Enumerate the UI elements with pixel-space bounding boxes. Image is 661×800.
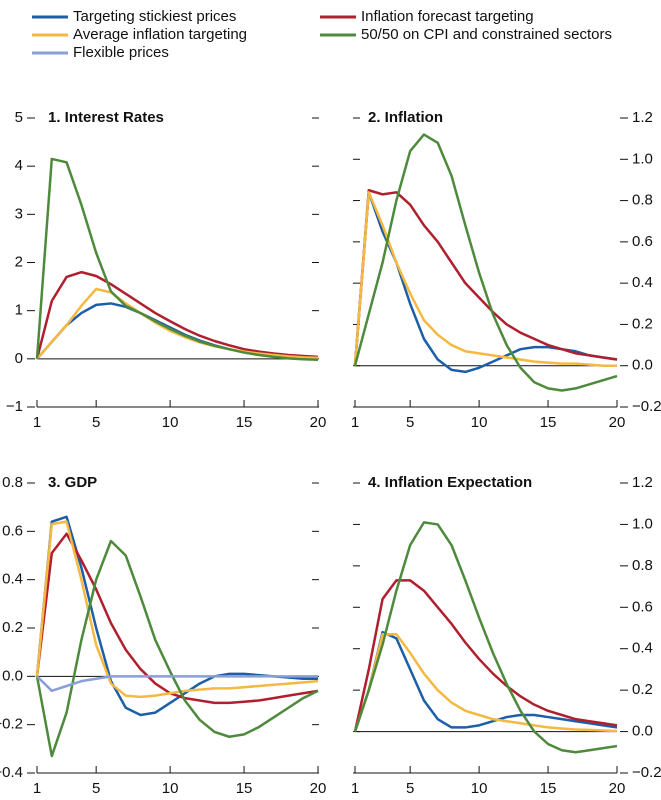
x-tick-label: 15 [236, 414, 253, 431]
legend-label: Average inflation targeting [73, 26, 247, 43]
x-tick-label: 15 [540, 414, 557, 431]
series-line [35, 532, 319, 705]
y-tick-label: 0.8 [632, 192, 653, 209]
series-line [35, 157, 319, 362]
y-tick-label: 4 [15, 157, 23, 174]
series-line [35, 270, 319, 360]
y-tick-label: 5 [15, 109, 23, 126]
y-tick-label: 0.2 [632, 315, 653, 332]
series-line [353, 521, 618, 754]
y-tick-label: 0.0 [632, 723, 653, 740]
x-tick-label: 5 [92, 780, 100, 797]
y-tick-label: 0.0 [2, 667, 23, 684]
y-tick-label: 0.2 [632, 681, 653, 698]
x-tick-label: 10 [471, 414, 488, 431]
y-tick-label: −1 [6, 398, 23, 415]
x-tick-label: 1 [33, 414, 41, 431]
y-tick-label: 1.2 [632, 109, 653, 126]
x-tick-label: 20 [310, 780, 327, 797]
series-line [353, 630, 618, 732]
y-tick-label: 2 [15, 253, 23, 270]
series-line [353, 189, 618, 366]
y-tick-label: 3 [15, 205, 23, 222]
y-tick-label: 0.6 [2, 522, 23, 539]
series-line [36, 675, 318, 693]
y-tick-label: 0.6 [632, 598, 653, 615]
x-tick-label: 10 [471, 780, 488, 797]
panel-title: 3. GDP [48, 474, 97, 491]
x-tick-label: 1 [33, 780, 41, 797]
y-tick-label: −0.2 [632, 398, 661, 415]
y-tick-label: −0.2 [632, 764, 661, 781]
y-tick-label: 1 [15, 302, 23, 319]
x-tick-label: 15 [236, 780, 253, 797]
y-tick-label: 0 [15, 350, 23, 367]
y-tick-label: 0.6 [632, 233, 653, 250]
y-tick-label: 0.0 [632, 357, 653, 374]
panel-title: 2. Inflation [368, 109, 443, 126]
x-tick-label: 1 [351, 780, 359, 797]
x-tick-label: 5 [406, 780, 414, 797]
x-tick-label: 5 [92, 414, 100, 431]
series-line [353, 632, 618, 733]
legend-label: Flexible prices [73, 44, 169, 61]
y-tick-label: −0.4 [0, 764, 23, 781]
x-tick-label: 10 [162, 414, 179, 431]
series-line [353, 191, 618, 374]
x-tick-label: 15 [540, 780, 557, 797]
x-tick-label: 5 [406, 414, 414, 431]
y-tick-label: 1.0 [632, 150, 653, 167]
series-line [353, 191, 617, 367]
series-line [35, 520, 319, 699]
y-tick-label: 0.4 [632, 640, 653, 657]
series-line [36, 287, 319, 360]
panel-title: 1. Interest Rates [48, 109, 164, 126]
x-tick-label: 1 [351, 414, 359, 431]
panel-title: 4. Inflation Expectation [368, 474, 532, 491]
y-tick-label: 0.4 [632, 274, 653, 291]
y-tick-label: 1.0 [632, 515, 653, 532]
y-tick-label: 0.4 [2, 571, 23, 588]
legend-label: 50/50 on CPI and constrained sectors [361, 26, 612, 43]
series-line [35, 539, 319, 758]
series-line [353, 133, 618, 392]
x-tick-label: 20 [609, 780, 626, 797]
y-tick-label: −0.2 [0, 716, 23, 733]
x-tick-label: 20 [310, 414, 327, 431]
legend-label: Targeting stickiest prices [73, 8, 236, 25]
legend-label: Inflation forecast targeting [361, 8, 534, 25]
x-tick-label: 10 [162, 780, 179, 797]
x-tick-label: 20 [609, 414, 626, 431]
y-tick-label: 1.2 [632, 474, 653, 491]
y-tick-label: 0.8 [632, 557, 653, 574]
y-tick-label: 0.8 [2, 474, 23, 491]
y-tick-label: 0.2 [2, 619, 23, 636]
